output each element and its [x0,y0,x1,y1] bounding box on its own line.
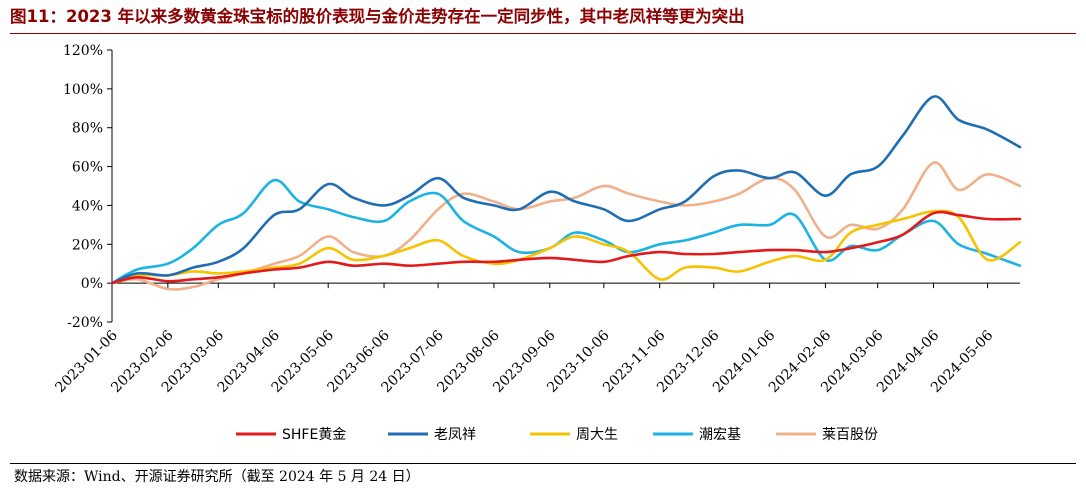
y-tick-label: -20% [67,315,103,331]
series-line-4 [110,178,1022,285]
legend-label: SHFE黄金 [282,426,346,443]
y-tick-label: 80% [72,121,103,137]
series-line-2 [110,95,1022,285]
source-note: 数据来源：Wind、开源证券研究所（截至 2024 年 5 月 24 日） [14,469,420,485]
y-tick-label: 60% [72,160,103,176]
title-underline [10,33,1076,34]
y-tick-label: 100% [63,82,103,98]
y-tick-label: 20% [72,237,103,253]
legend-label: 老凤祥 [434,427,476,443]
legend-label: 潮宏基 [699,426,741,443]
y-tick-label: 40% [72,198,103,214]
chart-axes: -20%0%20%40%60%80%100%120%2023-01-062023… [52,43,1020,396]
legend-label: 莱百股份 [822,427,878,443]
figure-title: 图11：2023 年以来多数黄金珠宝标的股价表现与金价走势存在一定同步性，其中老… [10,7,745,26]
chart-legend: SHFE黄金 老凤祥 周大生 潮宏基 莱百股份 [236,426,878,443]
series-line-3 [110,209,1022,285]
chart-series [110,95,1022,291]
legend-label: 周大生 [576,427,618,443]
y-tick-label: 0% [81,276,103,292]
series-line-1 [110,210,1022,285]
y-tick-label: 120% [63,43,103,59]
source-divider [10,463,1076,464]
